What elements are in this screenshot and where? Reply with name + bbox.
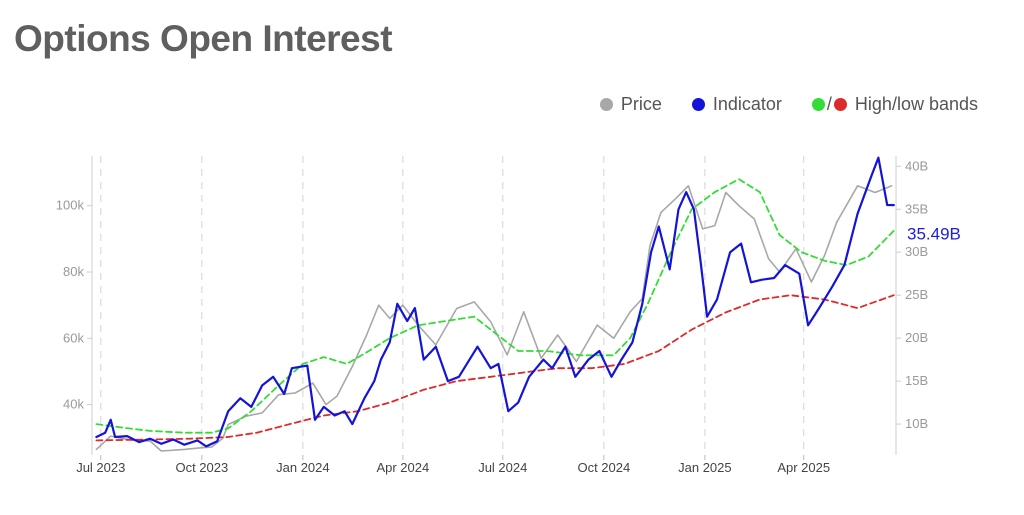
legend-item-indicator[interactable]: Indicator xyxy=(691,94,782,115)
low-band-line xyxy=(95,294,895,442)
legend-item-price[interactable]: Price xyxy=(599,94,662,115)
right-tick-label: 40B xyxy=(905,158,928,173)
price-legend-dot-icon xyxy=(599,98,613,111)
right-tick-label: 20B xyxy=(905,330,928,345)
left-tick-label: 40k xyxy=(63,397,84,412)
right-tick-label: 25B xyxy=(905,287,928,302)
indicator-legend-dot-icon xyxy=(691,98,705,111)
left-tick-label: 100k xyxy=(56,198,85,213)
x-tick-label: Jul 2024 xyxy=(478,460,527,475)
low-band-legend-dot-icon xyxy=(833,98,847,111)
chart-grid xyxy=(100,156,805,455)
price-line xyxy=(95,185,893,452)
indicator-line xyxy=(95,156,895,448)
x-tick-label: Jan 2024 xyxy=(276,460,330,475)
x-tick-label: Apr 2025 xyxy=(777,460,830,475)
right-tick-label: 35B xyxy=(905,201,928,216)
x-tick-label: Oct 2024 xyxy=(577,460,630,475)
legend-item-bands[interactable]: / High/low bands xyxy=(811,94,978,115)
high-band-line xyxy=(95,178,895,434)
chart-series xyxy=(95,156,895,452)
page-title: Options Open Interest xyxy=(14,18,393,59)
legend-label-price: Price xyxy=(620,94,662,114)
indicator-value-callout: 35.49B xyxy=(907,224,961,243)
right-tick-label: 30B xyxy=(905,244,928,259)
chart-legend: Price Indicator / High/low bands xyxy=(570,94,978,115)
chart-labels: Jul 2023 Oct 2023 Jan 2024 Apr 2024 Jul 2024… xyxy=(56,158,961,475)
x-tick-label: Jan 2025 xyxy=(678,460,732,475)
legend-label-indicator: Indicator xyxy=(712,94,782,114)
legend-separator: / xyxy=(826,94,832,114)
high-band-legend-dot-icon xyxy=(811,98,825,111)
x-tick-label: Oct 2023 xyxy=(175,460,228,475)
right-tick-label: 10B xyxy=(905,416,928,431)
chart-axes xyxy=(87,156,901,460)
legend-label-bands: High/low bands xyxy=(854,94,978,114)
x-tick-label: Apr 2024 xyxy=(376,460,429,475)
right-tick-label: 15B xyxy=(905,373,928,388)
left-tick-label: 60k xyxy=(63,330,84,345)
left-tick-label: 80k xyxy=(63,264,84,279)
x-tick-label: Jul 2023 xyxy=(76,460,125,475)
